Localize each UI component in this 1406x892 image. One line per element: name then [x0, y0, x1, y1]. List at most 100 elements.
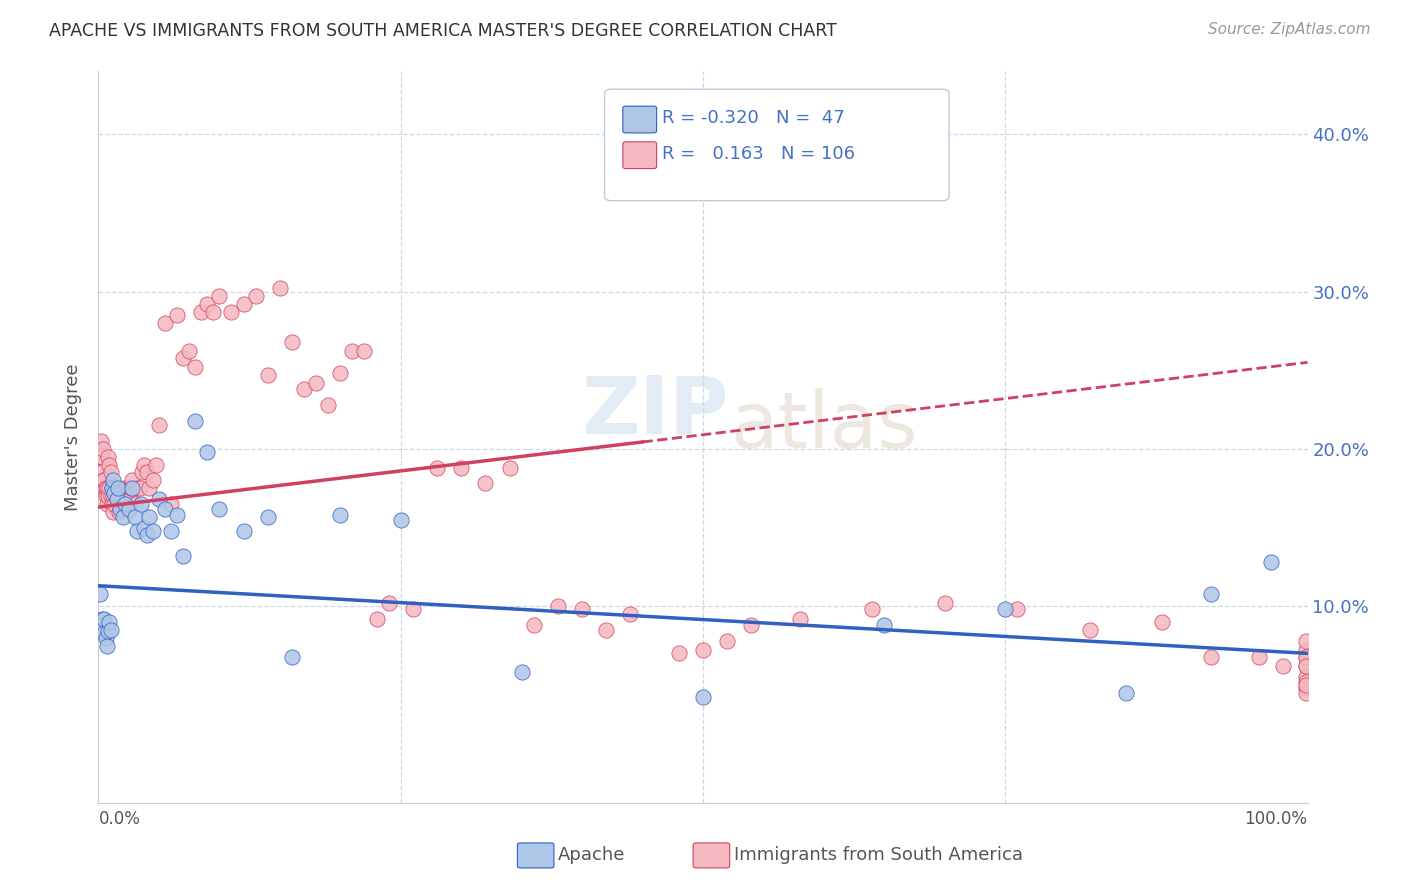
Point — [120, 481, 142, 495]
Text: atlas: atlas — [730, 388, 918, 464]
Point — [172, 351, 194, 365]
Point — [269, 281, 291, 295]
Point — [97, 624, 120, 639]
Point — [100, 489, 122, 503]
Point — [1295, 649, 1317, 664]
Point — [292, 382, 315, 396]
Point — [1295, 670, 1317, 684]
Point — [547, 599, 569, 614]
Point — [134, 520, 156, 534]
Point — [96, 639, 118, 653]
Text: Source: ZipAtlas.com: Source: ZipAtlas.com — [1208, 22, 1371, 37]
Point — [101, 489, 124, 503]
Point — [281, 334, 304, 349]
Point — [97, 489, 120, 503]
Point — [91, 450, 114, 464]
Point — [91, 442, 114, 456]
Point — [523, 618, 546, 632]
Point — [118, 501, 141, 516]
Point — [190, 305, 212, 319]
Point — [105, 492, 128, 507]
Text: R =   0.163   N = 106: R = 0.163 N = 106 — [662, 145, 855, 163]
Point — [91, 612, 114, 626]
Point — [100, 481, 122, 495]
Point — [342, 344, 364, 359]
Point — [101, 473, 124, 487]
Point — [90, 450, 112, 464]
Point — [121, 481, 143, 495]
Point — [474, 476, 496, 491]
Point — [1295, 633, 1317, 648]
Point — [1199, 586, 1222, 600]
Point — [127, 524, 149, 538]
Point — [142, 473, 165, 487]
Text: 100.0%: 100.0% — [1244, 810, 1308, 828]
Text: APACHE VS IMMIGRANTS FROM SOUTH AMERICA MASTER'S DEGREE CORRELATION CHART: APACHE VS IMMIGRANTS FROM SOUTH AMERICA … — [49, 22, 837, 40]
Point — [389, 513, 412, 527]
Point — [124, 509, 146, 524]
Point — [329, 367, 352, 381]
Point — [571, 602, 593, 616]
Point — [860, 602, 883, 616]
Point — [96, 481, 118, 495]
Point — [89, 442, 111, 456]
Point — [256, 509, 278, 524]
Point — [103, 486, 125, 500]
Point — [366, 612, 388, 626]
Point — [789, 612, 811, 626]
Point — [96, 497, 118, 511]
Point — [1295, 678, 1317, 692]
Point — [142, 524, 165, 538]
Point — [107, 486, 129, 500]
Point — [111, 509, 134, 524]
Point — [1152, 615, 1174, 629]
Point — [103, 497, 125, 511]
Point — [426, 460, 449, 475]
Point — [100, 497, 122, 511]
Point — [166, 508, 188, 522]
Point — [114, 497, 136, 511]
Point — [202, 305, 225, 319]
Point — [1272, 659, 1295, 673]
Point — [195, 297, 218, 311]
Point — [221, 305, 243, 319]
Point — [93, 612, 115, 626]
Point — [105, 492, 128, 507]
Point — [1295, 674, 1317, 689]
Point — [281, 649, 304, 664]
Point — [135, 466, 157, 480]
Point — [111, 492, 134, 507]
Text: 0.0%: 0.0% — [98, 810, 141, 828]
Point — [208, 501, 231, 516]
Point — [118, 481, 141, 495]
Point — [166, 308, 188, 322]
Point — [353, 344, 375, 359]
Point — [184, 413, 207, 427]
Point — [1295, 659, 1317, 673]
Point — [91, 618, 114, 632]
Point — [873, 618, 896, 632]
Point — [153, 501, 176, 516]
Point — [172, 549, 194, 563]
Point — [305, 376, 328, 390]
Point — [1295, 659, 1317, 673]
Point — [256, 368, 278, 382]
Text: Apache: Apache — [558, 846, 626, 863]
Point — [124, 497, 146, 511]
Point — [138, 481, 160, 495]
Point — [93, 473, 115, 487]
Point — [160, 524, 183, 538]
Point — [1249, 649, 1271, 664]
Point — [245, 289, 267, 303]
Point — [148, 418, 170, 433]
Point — [994, 602, 1017, 616]
Point — [740, 618, 762, 632]
Point — [93, 626, 115, 640]
Point — [94, 489, 117, 503]
Point — [402, 602, 425, 616]
Point — [316, 398, 339, 412]
Point — [112, 481, 135, 495]
Y-axis label: Master's Degree: Master's Degree — [65, 363, 83, 511]
Point — [179, 344, 201, 359]
Point — [1295, 643, 1317, 657]
